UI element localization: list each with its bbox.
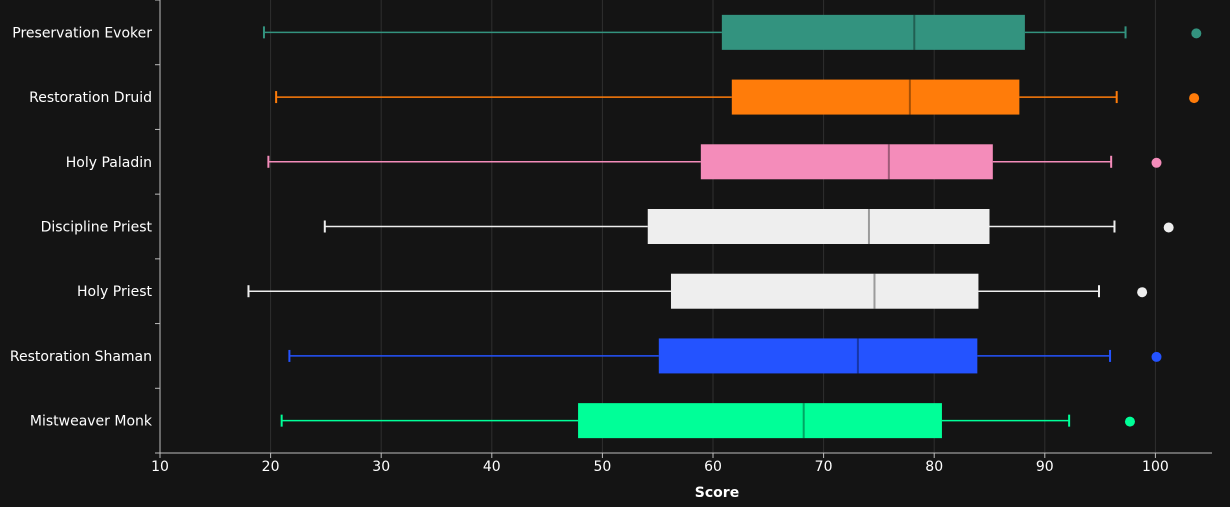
x-tick-label: 100 — [1142, 459, 1169, 475]
x-tick-label: 80 — [925, 459, 943, 475]
box-iqr — [647, 209, 990, 244]
box-iqr — [658, 338, 978, 374]
outlier-point — [1151, 351, 1162, 362]
box-iqr — [700, 144, 993, 180]
y-category-label: Holy Paladin — [66, 155, 152, 171]
box-mistweaver-monk — [280, 403, 1135, 439]
x-tick-label: 90 — [1036, 459, 1054, 475]
x-tick-label: 70 — [815, 459, 833, 475]
y-category-label: Discipline Priest — [41, 220, 153, 236]
box-iqr — [578, 403, 942, 439]
x-axis-title: Score — [695, 485, 739, 501]
y-category-label: Mistweaver Monk — [30, 414, 153, 430]
box-discipline-priest — [323, 209, 1174, 244]
outlier-point — [1189, 93, 1200, 104]
y-category-label: Holy Priest — [77, 284, 152, 300]
x-tick-label: 50 — [593, 459, 611, 475]
y-category-label: Restoration Druid — [29, 90, 152, 106]
x-tick-label: 40 — [483, 459, 501, 475]
axes: 10 20 30 40 50 60 70 80 90 100 Preservation Evoker… — [10, 0, 1212, 475]
outlier-point — [1163, 222, 1174, 233]
x-tick-label: 60 — [704, 459, 722, 475]
x-tick-label: 10 — [151, 459, 169, 475]
box-iqr — [721, 14, 1025, 50]
x-tick-label: 20 — [262, 459, 280, 475]
box-holy-paladin — [267, 144, 1162, 180]
box-iqr — [670, 273, 979, 309]
box-restoration-druid — [275, 79, 1200, 115]
box-holy-priest — [247, 273, 1148, 309]
outlier-point — [1137, 287, 1148, 298]
outlier-point — [1124, 416, 1135, 427]
y-category-label: Preservation Evoker — [12, 25, 152, 41]
outlier-point — [1191, 28, 1202, 39]
box-iqr — [731, 79, 1020, 115]
y-category-label: Restoration Shaman — [10, 349, 152, 365]
x-tick-label: 30 — [372, 459, 390, 475]
box-preservation-evoker — [262, 14, 1202, 50]
box-series — [247, 14, 1202, 439]
box-restoration-shaman — [288, 338, 1162, 374]
outlier-point — [1151, 157, 1162, 168]
